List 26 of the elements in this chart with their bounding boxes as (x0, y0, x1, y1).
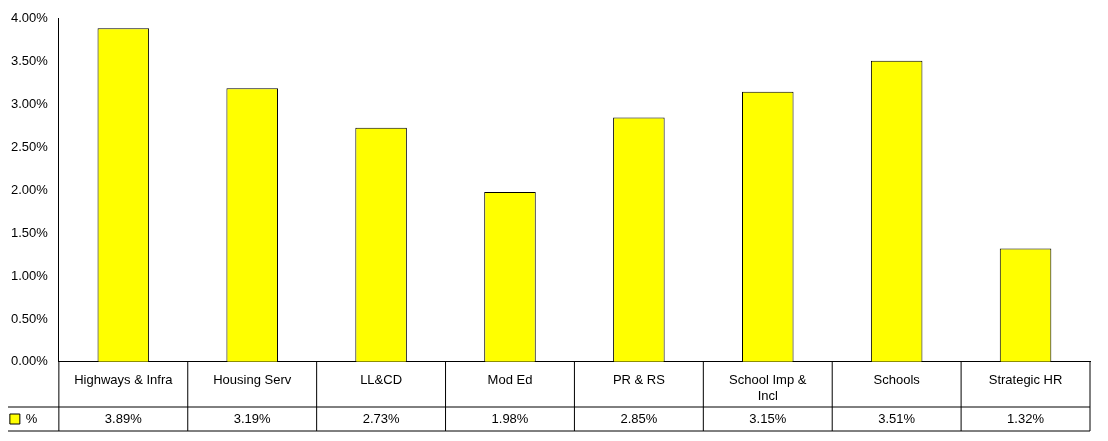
y-tick-label: 2.00% (10, 181, 49, 197)
y-tick-label: 0.50% (10, 310, 49, 326)
y-tick-label: 3.00% (10, 96, 49, 112)
x-tick-label: Strategic HR (988, 372, 1063, 388)
data-label: 1.98% (491, 410, 529, 426)
x-tick-label: Schools (873, 372, 921, 388)
data-label: 3.19% (233, 410, 272, 426)
data-label: 1.32% (1007, 410, 1045, 426)
y-tick-label: 2.50% (10, 139, 49, 154)
data-label: 2.85% (620, 410, 658, 426)
data-label: 3.15% (749, 410, 787, 426)
y-tick-label: 1.00% (10, 267, 49, 283)
legend-label: % (25, 410, 38, 426)
x-tick-label: Housing Serv (213, 372, 292, 388)
x-tick-label: School Imp & Incl (729, 372, 807, 403)
y-tick-label: 1.50% (10, 224, 49, 240)
x-tick-label: Highways & Infra (74, 372, 174, 388)
data-label: 3.89% (104, 410, 143, 426)
x-tick-label: LL&CD (360, 372, 403, 388)
y-tick-label: 3.50% (10, 53, 49, 69)
data-label: 3.51% (878, 410, 916, 426)
x-tick-label: PR & RS (612, 372, 666, 388)
data-label: 2.73% (362, 410, 400, 426)
y-tick-label: 0.00% (10, 353, 49, 369)
y-tick-label: 4.00% (10, 10, 49, 26)
x-tick-label: Mod Ed (487, 372, 533, 388)
